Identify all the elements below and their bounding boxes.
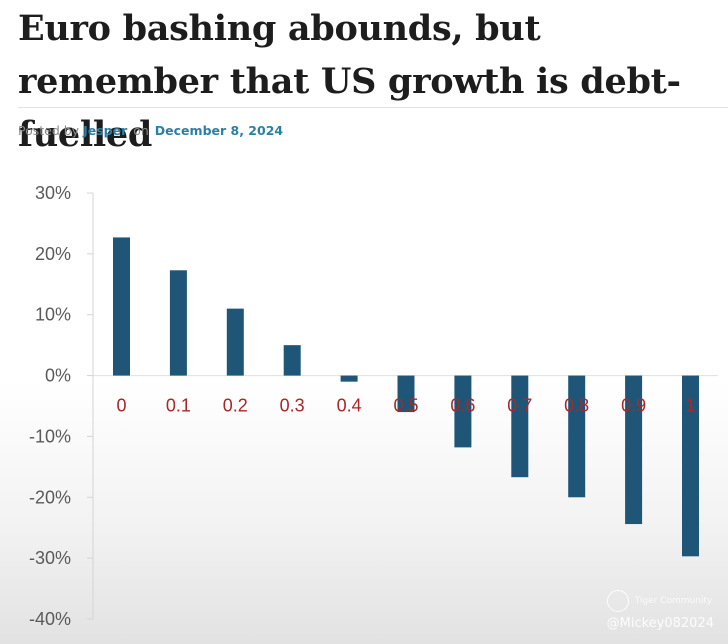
- bar-chart: 30% 20% 10% 0% -10% -20% -30% -40% 0 0.1 0.2 0.3 0.…: [29, 183, 718, 629]
- bar: [283, 345, 301, 376]
- x-category-label: 0.5: [393, 396, 418, 416]
- watermark: Tiger Community @Mickey082024: [606, 590, 714, 631]
- byline-posted-by: Posted by: [18, 123, 80, 138]
- bar: [340, 375, 358, 382]
- x-category-label: 1: [685, 396, 695, 416]
- tiger-logo-icon: [606, 590, 629, 612]
- bar: [511, 375, 529, 478]
- x-category-label: 0.6: [450, 396, 475, 416]
- article-title: Euro bashing abounds, but remember that …: [18, 8, 681, 155]
- date-link[interactable]: December 8, 2024: [154, 123, 284, 138]
- y-tick-label: 0%: [45, 366, 71, 386]
- y-tick-label: -10%: [29, 426, 71, 446]
- x-category-label: 0.4: [337, 396, 362, 416]
- bar: [113, 237, 130, 376]
- x-category-label: 0.2: [223, 396, 248, 416]
- y-tick-label: -20%: [29, 487, 71, 507]
- x-category-label: 0: [116, 396, 126, 416]
- x-category-label: 0.9: [621, 396, 646, 416]
- bar: [454, 375, 472, 448]
- byline: Posted by Jesper on December 8, 2024: [18, 123, 283, 138]
- x-category-label: 0.8: [564, 396, 589, 416]
- author-link[interactable]: Jesper: [83, 123, 128, 138]
- bar: [169, 270, 187, 376]
- bar: [682, 375, 699, 557]
- y-tick-label: -40%: [29, 609, 71, 629]
- bar: [226, 308, 244, 376]
- y-tick-label: 30%: [35, 183, 71, 203]
- bar: [625, 375, 643, 525]
- y-tick-label: 10%: [35, 305, 71, 325]
- watermark-handle: @Mickey082024: [606, 616, 714, 631]
- watermark-brand: Tiger Community: [634, 596, 713, 606]
- x-category-label: 0.7: [507, 396, 532, 416]
- bar: [397, 375, 415, 413]
- x-category-label: 0.1: [166, 396, 191, 416]
- byline-on: on: [133, 123, 149, 138]
- y-tick-label: -30%: [29, 548, 71, 568]
- y-tick-label: 20%: [35, 244, 71, 264]
- title-divider: [18, 107, 728, 108]
- bar: [568, 375, 586, 498]
- x-category-label: 0.3: [280, 396, 305, 416]
